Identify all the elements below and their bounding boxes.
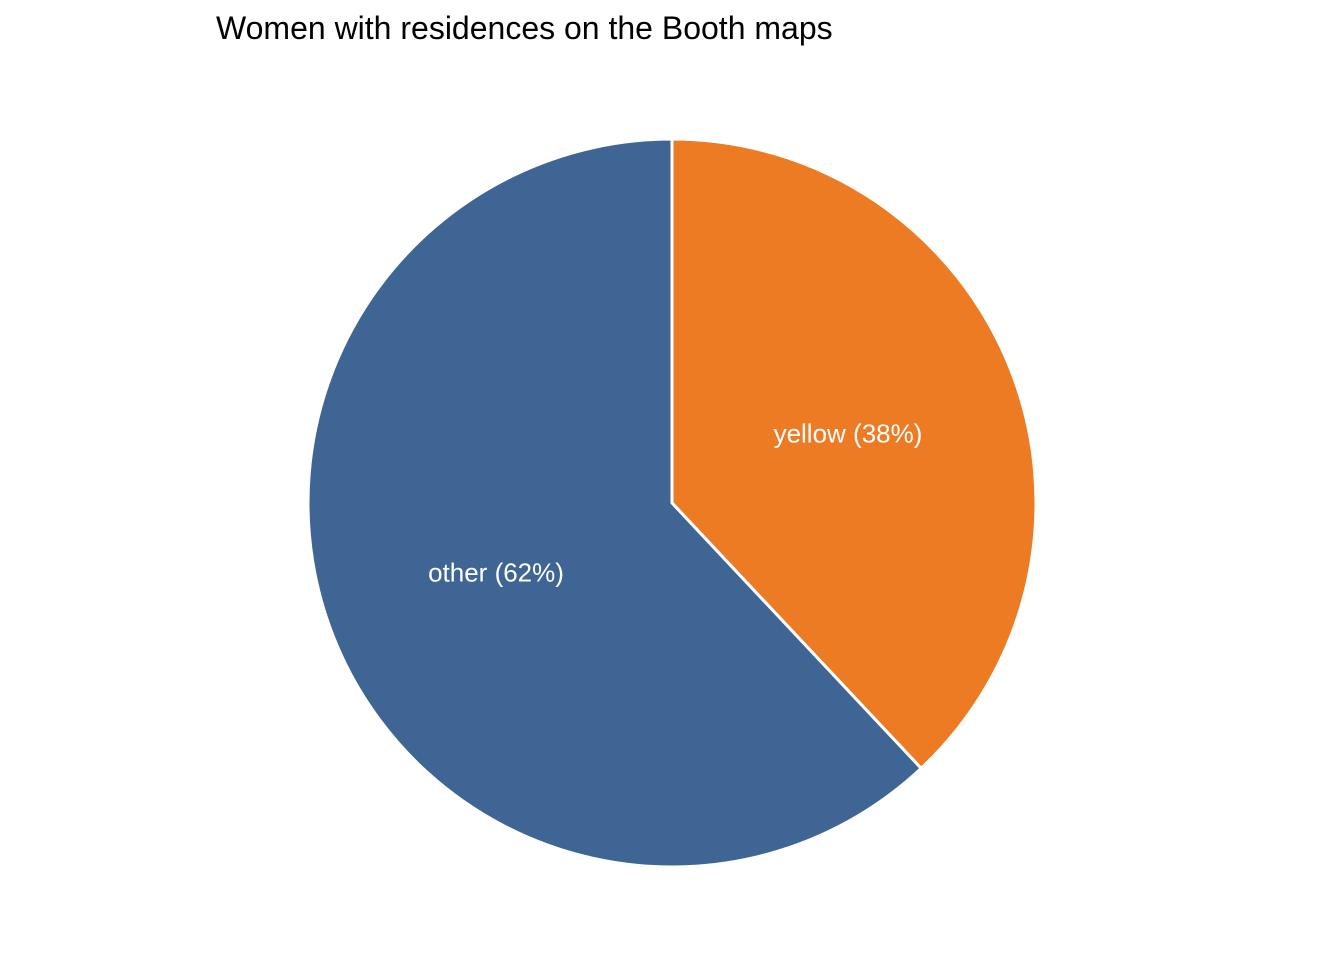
- pie-labels: yellow (38%) other (62%): [428, 418, 922, 587]
- slice-label-other: other (62%): [428, 558, 564, 588]
- chart-title: Women with residences on the Booth maps: [216, 10, 833, 46]
- pie-slices: [306, 137, 1038, 869]
- slice-label-yellow: yellow (38%): [774, 418, 923, 448]
- pie-slice-other: [306, 137, 923, 869]
- pie-slice-yellow: [670, 137, 1038, 770]
